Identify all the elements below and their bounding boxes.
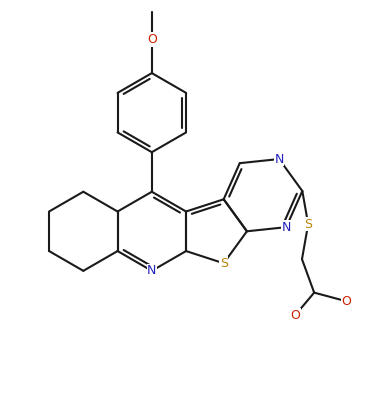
Text: O: O xyxy=(342,295,351,308)
Text: N: N xyxy=(282,221,291,234)
Text: N: N xyxy=(274,153,284,166)
Text: O: O xyxy=(147,33,157,46)
Text: S: S xyxy=(304,218,312,231)
Text: S: S xyxy=(220,257,228,270)
Text: O: O xyxy=(290,309,300,322)
Text: N: N xyxy=(147,264,156,277)
